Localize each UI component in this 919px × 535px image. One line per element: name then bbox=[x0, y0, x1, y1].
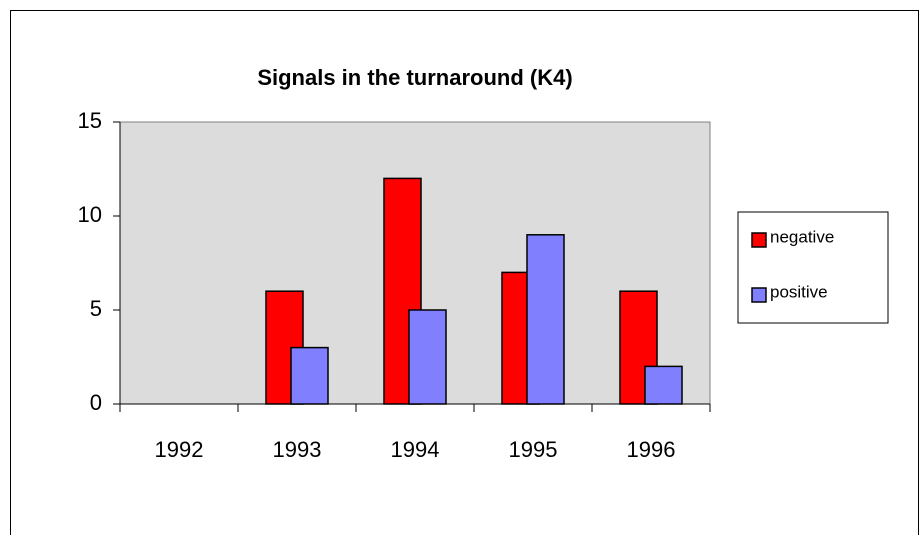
legend-swatch bbox=[751, 287, 767, 303]
legend-box bbox=[737, 211, 889, 324]
chart-title: Signals in the turnaround (K4) bbox=[257, 65, 572, 90]
x-tick-label: 1992 bbox=[155, 437, 204, 462]
legend-label: negative bbox=[770, 227, 834, 246]
bar bbox=[526, 234, 565, 405]
bar bbox=[408, 309, 447, 405]
bar bbox=[644, 365, 683, 405]
legend-swatch bbox=[751, 232, 767, 248]
x-tick-label: 1994 bbox=[391, 437, 440, 462]
x-tick-label: 1995 bbox=[509, 437, 558, 462]
bar bbox=[290, 346, 329, 405]
y-tick-label: 0 bbox=[90, 390, 102, 415]
y-tick-label: 5 bbox=[90, 296, 102, 321]
y-tick-label: 10 bbox=[78, 202, 102, 227]
legend-label: positive bbox=[770, 282, 828, 301]
y-tick-label: 15 bbox=[78, 108, 102, 133]
x-tick-label: 1996 bbox=[627, 437, 676, 462]
x-tick-label: 1993 bbox=[273, 437, 322, 462]
